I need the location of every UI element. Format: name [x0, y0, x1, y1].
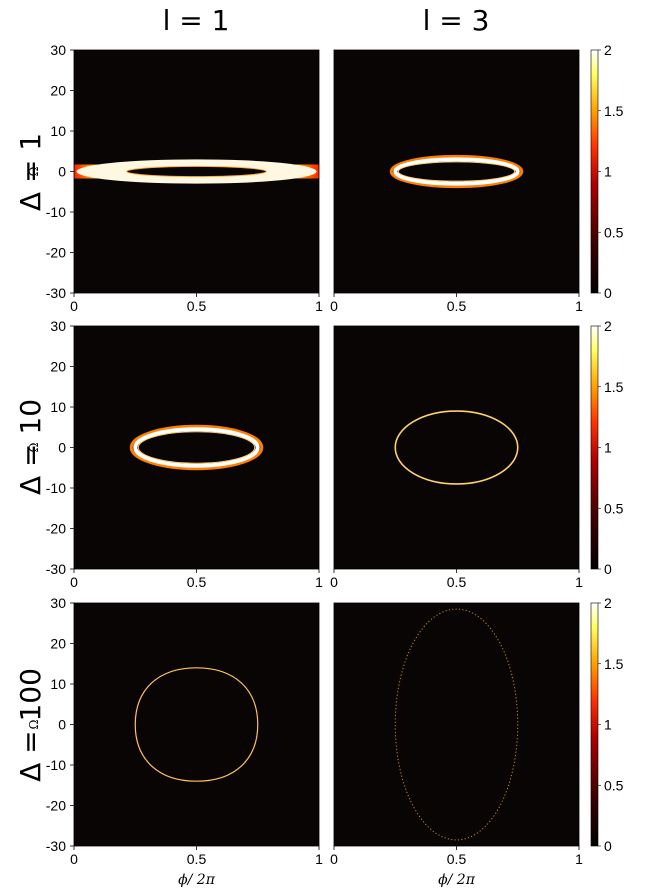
- colorbar-tick-label: 0: [604, 561, 612, 577]
- ring-core: [133, 427, 260, 468]
- x-tick-label: 1: [315, 298, 323, 314]
- x-axis-label: ϕ/ 2π: [438, 872, 476, 888]
- panel-background: [74, 603, 319, 846]
- x-tick-label: 0.5: [187, 574, 207, 590]
- y-tick-label: 10: [50, 399, 66, 415]
- row-title-delta-10: Δ = 10: [14, 399, 47, 495]
- y-tick-label: -30: [46, 561, 66, 577]
- feature-group: [129, 424, 264, 471]
- panel-background: [334, 603, 579, 846]
- panel-background: [334, 326, 579, 569]
- feature-group: [74, 159, 319, 184]
- colorbar-tick-label: 0: [604, 838, 612, 854]
- colorbar-tick-label: 2: [604, 595, 612, 611]
- y-tick-label: 0: [58, 440, 66, 456]
- ring-inner-edge: [137, 431, 256, 464]
- y-tick-label: -30: [46, 285, 66, 301]
- feature-group: [389, 154, 524, 189]
- panel-2-1: 0 0.5 1 ϕ/ 2π 2 1.5 1 0.5 0: [330, 595, 624, 888]
- colorbar: [590, 49, 599, 294]
- colorbar-tick-label: 1.5: [604, 656, 624, 672]
- colorbar-tick-label: 1: [604, 717, 612, 733]
- feature-group: [134, 667, 259, 782]
- x-tick-label: 0.5: [447, 298, 467, 314]
- colorbar-tick-label: 1.5: [604, 103, 624, 119]
- ring-thin: [134, 667, 259, 782]
- x-tick-label: 0: [330, 574, 338, 590]
- row-title-delta-100: Δ = 100: [14, 668, 47, 782]
- panel-background: [74, 326, 319, 569]
- panel-1-0: 0 0.5 1 30 20 10 0 -10 -20 -30 Ω: [27, 318, 323, 590]
- colorbar-tick-label: 1: [604, 164, 612, 180]
- panel-1-1: 0 0.5 1 2 1.5 1 0.5 0: [330, 318, 624, 590]
- ring-thin: [394, 410, 519, 485]
- row-title-delta-1: Δ = 1: [14, 133, 47, 211]
- ring-inner-edge: [397, 161, 516, 182]
- y-tick-label: 20: [50, 359, 66, 375]
- colorbar: [590, 602, 599, 847]
- x-tick-label: 1: [315, 851, 323, 867]
- colorbar-tick-label: 0.5: [604, 500, 624, 516]
- colorbar-tick-label: 2: [604, 42, 612, 58]
- ring-glow: [389, 154, 524, 189]
- ring-glow: [129, 424, 264, 471]
- colorbar: [590, 325, 599, 570]
- feature-group: [394, 608, 519, 841]
- y-tick-label: 30: [50, 42, 66, 58]
- column-title-l1: l = 1: [163, 4, 230, 37]
- ring-inner: [126, 165, 267, 178]
- x-tick-label: 0: [70, 298, 78, 314]
- y-tick-label: -20: [46, 798, 66, 814]
- x-tick-label: 0.5: [447, 851, 467, 867]
- y-tick-label: -10: [46, 480, 66, 496]
- panel-0-1: 0 0.5 1 2 1.5 1 0.5 0: [330, 42, 624, 314]
- x-tick-label: 0.5: [187, 851, 207, 867]
- x-tick-label: 0: [70, 574, 78, 590]
- colorbar-tick-label: 2: [604, 318, 612, 334]
- feature-group: [394, 410, 519, 485]
- colorbar-tick-label: 0.5: [604, 224, 624, 240]
- y-tick-label: 0: [58, 717, 66, 733]
- y-tick-label: -10: [46, 757, 66, 773]
- y-tick-label: 10: [50, 676, 66, 692]
- panel-background: [334, 50, 579, 293]
- y-axis-label: Ω: [27, 719, 41, 729]
- y-tick-label: 10: [50, 123, 66, 139]
- panel-2-0: 0 0.5 1 30 20 10 0 -10 -20 -30 Ωϕ/ 2π: [27, 595, 323, 888]
- ring-dotted: [394, 608, 519, 841]
- y-tick-label: -30: [46, 838, 66, 854]
- x-axis-label: ϕ/ 2π: [178, 872, 216, 888]
- y-tick-label: -20: [46, 245, 66, 261]
- x-tick-label: 0.5: [187, 298, 207, 314]
- colorbar-tick-label: 0: [604, 285, 612, 301]
- x-tick-label: 0.5: [447, 574, 467, 590]
- panel-0-0: 0 0.5 1 30 20 10 0 -10 -20 -30 Ω: [27, 42, 323, 314]
- y-axis-label: Ω: [27, 166, 41, 176]
- colorbar-tick-label: 0.5: [604, 777, 624, 793]
- x-tick-label: 0: [70, 851, 78, 867]
- y-axis-label: Ω: [27, 442, 41, 452]
- y-tick-label: -10: [46, 204, 66, 220]
- x-tick-label: 0: [330, 851, 338, 867]
- column-title-l3: l = 3: [423, 4, 490, 37]
- x-tick-label: 1: [315, 574, 323, 590]
- y-tick-label: 20: [50, 636, 66, 652]
- colorbar-tick-label: 1.5: [604, 379, 624, 395]
- x-tick-label: 1: [575, 851, 583, 867]
- x-tick-label: 0: [330, 298, 338, 314]
- x-tick-label: 1: [575, 298, 583, 314]
- y-tick-label: 30: [50, 318, 66, 334]
- y-tick-label: 30: [50, 595, 66, 611]
- y-tick-label: 0: [58, 164, 66, 180]
- y-tick-label: -20: [46, 521, 66, 537]
- colorbar-tick-label: 1: [604, 440, 612, 456]
- ring-core: [393, 157, 520, 186]
- y-tick-label: 20: [50, 83, 66, 99]
- x-tick-label: 1: [575, 574, 583, 590]
